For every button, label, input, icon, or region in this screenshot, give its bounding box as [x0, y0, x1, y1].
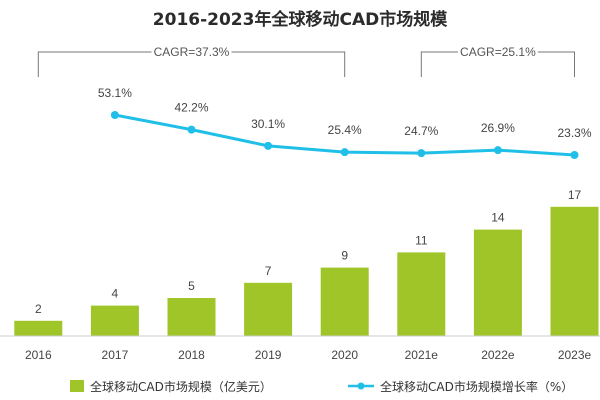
bar-2022e [473, 229, 522, 336]
cagr-bracket-2: CAGR=25.1% [420, 45, 575, 77]
bar-value-label-2021e: 11 [415, 233, 428, 247]
x-tick-2018: 2018 [178, 348, 205, 362]
bar-value-label-2020: 9 [341, 249, 348, 263]
growth-point-2021e [417, 149, 426, 158]
growth-value-label-2023e: 23.3% [557, 126, 591, 140]
growth-value-label-2019: 30.1% [251, 117, 285, 131]
bar-2020 [320, 267, 369, 336]
growth-rate-series: 53.1% 42.2% 30.1% 25.4% 24.7% 26.9% 23.3% [98, 86, 592, 159]
bar-value-label-2018: 5 [188, 279, 195, 293]
bar-value-label-2022e: 14 [491, 211, 505, 225]
growth-point-2020 [340, 148, 349, 157]
growth-point-2023e [570, 151, 579, 159]
x-tick-2023e: 2023e [558, 348, 592, 362]
bar-value-label-2016: 2 [35, 302, 42, 316]
bar-2017 [90, 305, 139, 336]
bar-2016 [14, 320, 63, 336]
growth-value-label-2018: 42.2% [174, 101, 208, 115]
x-tick-2021e: 2021e [405, 348, 439, 362]
cagr-bracket-line-1 [37, 51, 346, 77]
cagr-label-2: CAGR=25.1% [460, 45, 536, 59]
growth-value-label-2022e: 26.9% [481, 121, 515, 135]
growth-value-label-2017: 53.1% [98, 86, 132, 100]
growth-value-label-2021e: 24.7% [404, 124, 438, 138]
cagr-bracket-1: CAGR=37.3% [37, 45, 346, 77]
bar-2018 [167, 298, 216, 336]
legend-line-marker [357, 382, 365, 390]
legend: 全球移动CAD市场规模（亿美元） 全球移动CAD市场规模增长率（%） [70, 379, 573, 394]
x-tick-2020: 2020 [331, 348, 358, 362]
bar-value-label-2019: 7 [265, 264, 272, 278]
cagr-label-1: CAGR=37.3% [154, 45, 230, 59]
legend-line-label: 全球移动CAD市场规模增长率（%） [380, 379, 573, 394]
x-axis-ticks: 2016 2017 2018 2019 2020 2021e 2022e 2023e [25, 348, 592, 362]
growth-point-2018 [187, 125, 196, 134]
bar-2021e [397, 252, 446, 336]
bar-series: 2 4 5 7 9 11 14 17 [14, 188, 599, 336]
growth-point-2019 [264, 141, 273, 150]
chart-title: 2016-2023年全球移动CAD市场规模 [153, 9, 448, 30]
legend-bar-label: 全球移动CAD市场规模（亿美元） [90, 379, 272, 394]
x-tick-2022e: 2022e [481, 348, 515, 362]
x-tick-2019: 2019 [255, 348, 282, 362]
growth-point-2017 [110, 111, 119, 119]
bar-value-label-2017: 4 [112, 287, 119, 301]
growth-point-2022e [493, 146, 502, 155]
growth-value-label-2020: 25.4% [328, 123, 362, 137]
bar-2023e [550, 206, 599, 336]
legend-bar-swatch [70, 380, 84, 392]
cagr-annotations: CAGR=37.3% CAGR=25.1% [37, 45, 575, 77]
x-tick-2016: 2016 [25, 348, 52, 362]
x-tick-2017: 2017 [102, 348, 129, 362]
bar-value-label-2023e: 17 [568, 188, 582, 202]
bar-2019 [244, 282, 293, 336]
cagr-bracket-line-2 [420, 51, 575, 77]
